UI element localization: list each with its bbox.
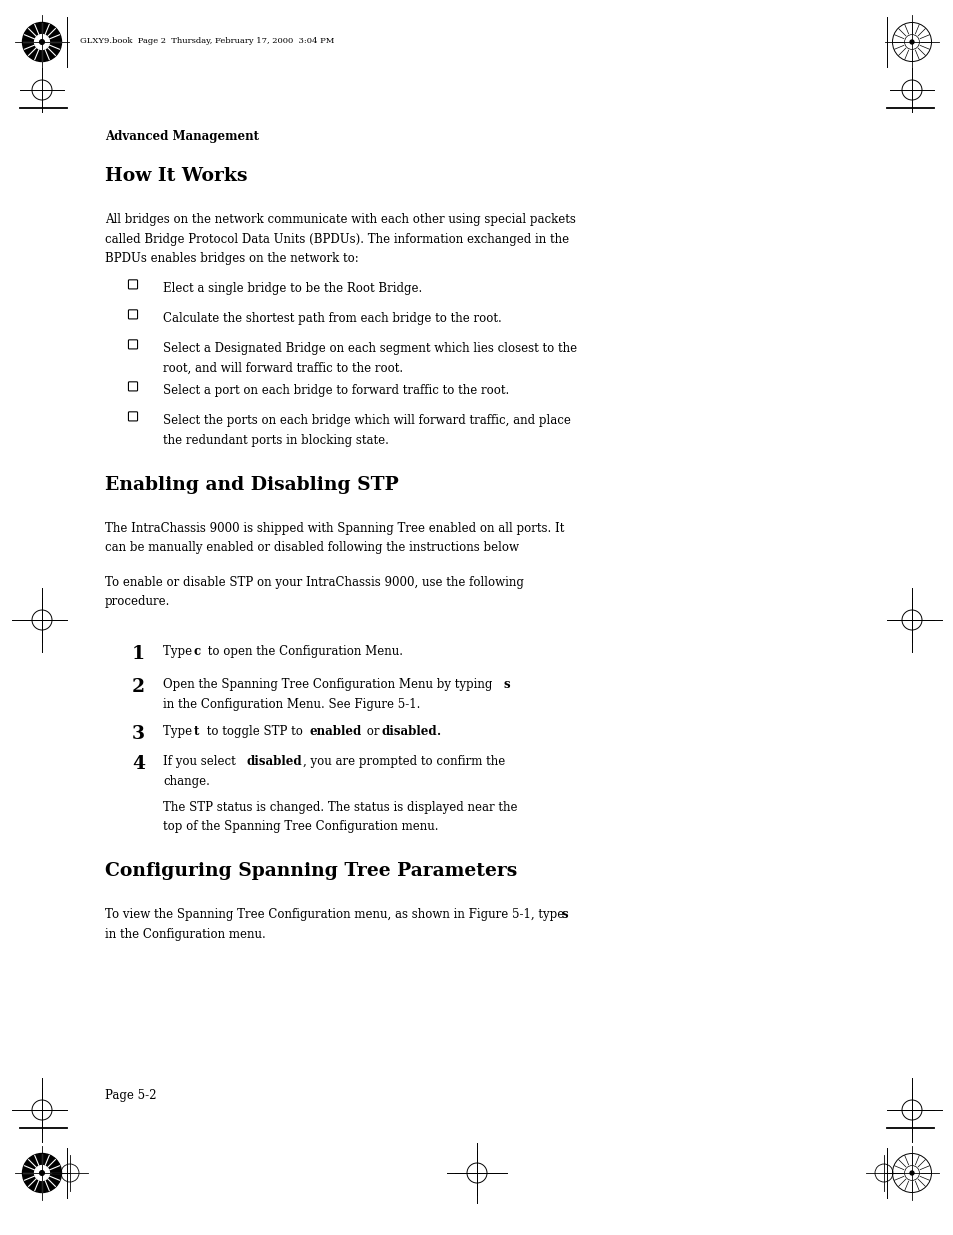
Text: How It Works: How It Works	[105, 167, 247, 185]
Circle shape	[40, 40, 44, 44]
Circle shape	[34, 1166, 50, 1181]
Text: Configuring Spanning Tree Parameters: Configuring Spanning Tree Parameters	[105, 862, 517, 881]
Text: the redundant ports in blocking state.: the redundant ports in blocking state.	[163, 433, 389, 447]
Text: Enabling and Disabling STP: Enabling and Disabling STP	[105, 475, 398, 494]
Text: change.: change.	[163, 774, 210, 788]
Text: to open the Configuration Menu.: to open the Configuration Menu.	[204, 645, 402, 658]
Text: If you select: If you select	[163, 755, 239, 768]
Text: Page 5-2: Page 5-2	[105, 1089, 156, 1102]
Text: c: c	[193, 645, 201, 658]
Text: , you are prompted to confirm the: , you are prompted to confirm the	[303, 755, 505, 768]
Text: t: t	[193, 725, 199, 739]
Text: The IntraChassis 9000 is shipped with Spanning Tree enabled on all ports. It: The IntraChassis 9000 is shipped with Sp…	[105, 521, 564, 535]
Text: in the Configuration Menu. See Figure 5-1.: in the Configuration Menu. See Figure 5-…	[163, 698, 420, 710]
Circle shape	[40, 1171, 44, 1176]
Text: Type: Type	[163, 725, 195, 739]
FancyBboxPatch shape	[129, 310, 137, 319]
Text: 2: 2	[132, 678, 145, 697]
Text: To enable or disable STP on your IntraChassis 9000, use the following: To enable or disable STP on your IntraCh…	[105, 576, 523, 589]
Text: .: .	[436, 725, 440, 739]
Circle shape	[23, 1153, 61, 1193]
Text: 4: 4	[132, 755, 145, 773]
Text: GLXY9.book  Page 2  Thursday, February 17, 2000  3:04 PM: GLXY9.book Page 2 Thursday, February 17,…	[80, 37, 334, 44]
Text: Calculate the shortest path from each bridge to the root.: Calculate the shortest path from each br…	[163, 312, 501, 325]
Text: top of the Spanning Tree Configuration menu.: top of the Spanning Tree Configuration m…	[163, 820, 438, 832]
Text: All bridges on the network communicate with each other using special packets: All bridges on the network communicate w…	[105, 212, 576, 226]
Text: called Bridge Protocol Data Units (BPDUs). The information exchanged in the: called Bridge Protocol Data Units (BPDUs…	[105, 232, 569, 246]
Circle shape	[34, 35, 50, 49]
Text: disabled: disabled	[247, 755, 302, 768]
Circle shape	[909, 40, 913, 44]
Text: Open the Spanning Tree Configuration Menu by typing: Open the Spanning Tree Configuration Men…	[163, 678, 496, 692]
Text: BPDUs enables bridges on the network to:: BPDUs enables bridges on the network to:	[105, 252, 358, 266]
Text: in the Configuration menu.: in the Configuration menu.	[105, 927, 266, 941]
FancyBboxPatch shape	[129, 382, 137, 391]
Text: Elect a single bridge to be the Root Bridge.: Elect a single bridge to be the Root Bri…	[163, 282, 422, 295]
Text: Select the ports on each bridge which will forward traffic, and place: Select the ports on each bridge which wi…	[163, 414, 570, 427]
Text: disabled: disabled	[381, 725, 437, 739]
Text: or: or	[363, 725, 383, 739]
Text: Advanced Management: Advanced Management	[105, 130, 258, 143]
Text: s: s	[560, 908, 567, 921]
Text: Select a port on each bridge to forward traffic to the root.: Select a port on each bridge to forward …	[163, 384, 509, 396]
Text: 3: 3	[132, 725, 145, 743]
FancyBboxPatch shape	[129, 280, 137, 289]
Text: procedure.: procedure.	[105, 595, 171, 608]
Text: The STP status is changed. The status is displayed near the: The STP status is changed. The status is…	[163, 800, 517, 814]
Text: to toggle STP to: to toggle STP to	[203, 725, 306, 739]
Text: Select a Designated Bridge on each segment which lies closest to the: Select a Designated Bridge on each segme…	[163, 342, 577, 354]
Text: root, and will forward traffic to the root.: root, and will forward traffic to the ro…	[163, 362, 403, 374]
FancyBboxPatch shape	[129, 340, 137, 350]
Text: enabled: enabled	[310, 725, 362, 739]
Text: Type: Type	[163, 645, 195, 658]
Circle shape	[909, 1171, 913, 1174]
FancyBboxPatch shape	[129, 411, 137, 421]
Text: 1: 1	[132, 645, 145, 663]
Text: can be manually enabled or disabled following the instructions below: can be manually enabled or disabled foll…	[105, 541, 518, 555]
Text: s: s	[503, 678, 510, 692]
Text: To view the Spanning Tree Configuration menu, as shown in Figure 5-1, type: To view the Spanning Tree Configuration …	[105, 908, 567, 921]
Circle shape	[23, 22, 61, 62]
